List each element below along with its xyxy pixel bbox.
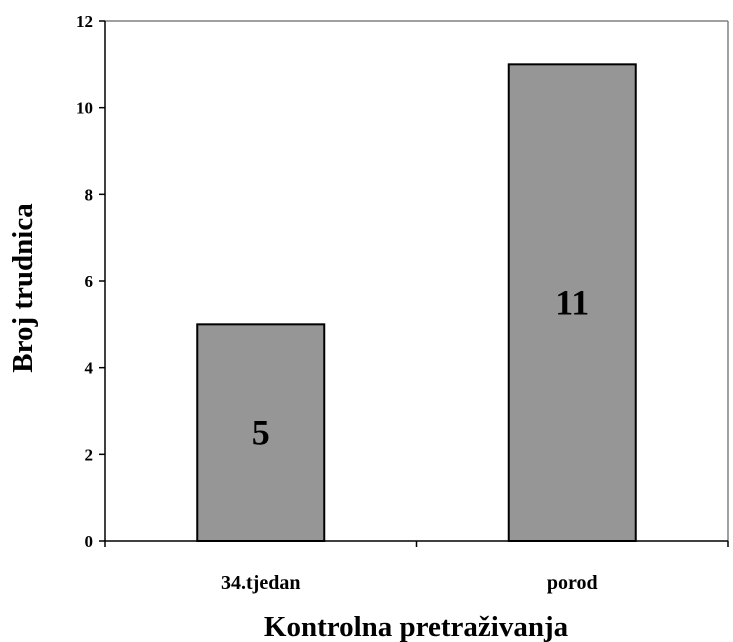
bar-value-label: 11: [555, 283, 589, 323]
labels-group: 5 34.tjedan 11 porod 0 2 4 6 8 10 12: [76, 12, 598, 594]
x-tick-label: 34.tjedan: [221, 572, 300, 594]
y-axis-title: Broj trudnica: [7, 203, 39, 373]
y-tick-label: 8: [85, 185, 94, 204]
axes-group: [99, 20, 729, 547]
y-tick-label: 10: [76, 99, 93, 118]
y-tick-label: 2: [85, 445, 94, 464]
y-tick-label: 12: [76, 12, 93, 31]
bar-porod: [507, 63, 637, 542]
bar-34-tjedan: [196, 323, 326, 543]
x-tick-label: porod: [547, 572, 598, 594]
bar-value-label: 5: [252, 413, 270, 453]
y-tick-label: 0: [85, 532, 94, 551]
bars-group: [196, 63, 637, 543]
y-tick-label: 4: [85, 359, 94, 378]
x-axis-title: Kontrolna pretraživanja: [264, 611, 569, 642]
y-tick-label: 6: [85, 272, 94, 291]
plot-frame: [105, 20, 729, 541]
